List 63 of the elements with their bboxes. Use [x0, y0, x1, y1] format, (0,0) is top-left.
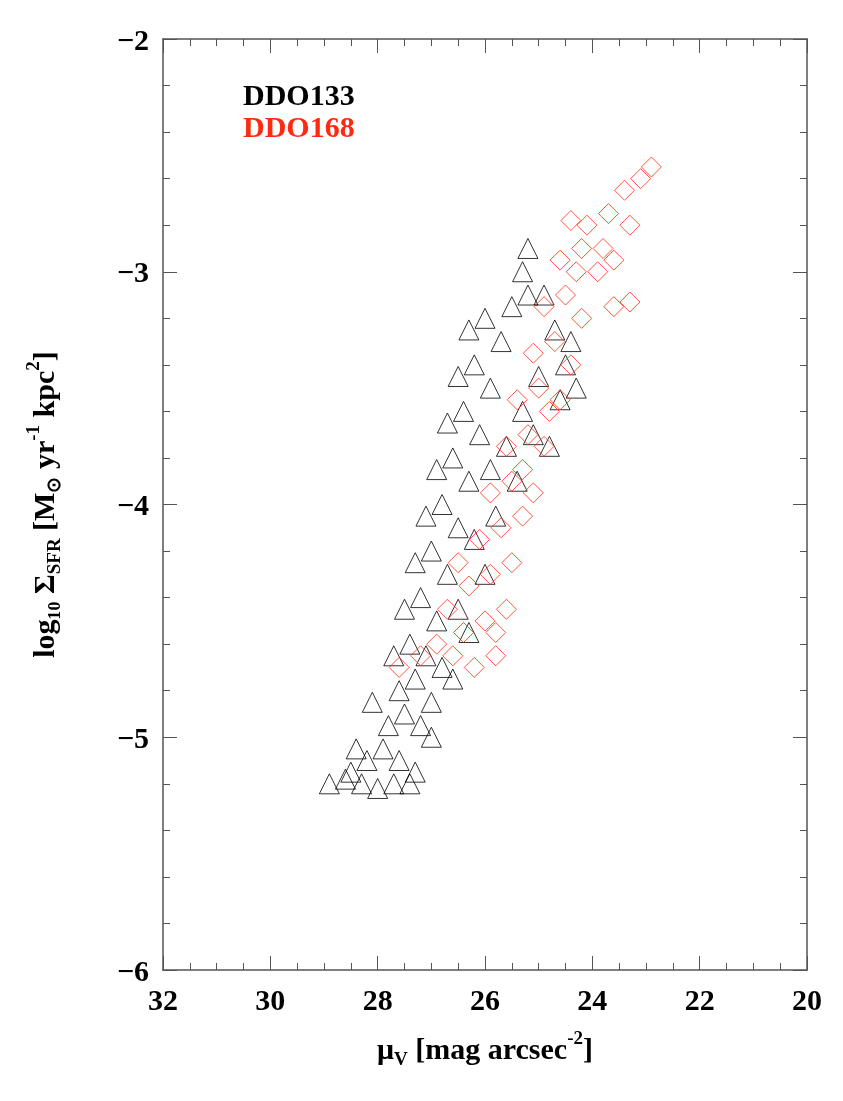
y-tick-label: −3 [116, 255, 149, 289]
point [506, 389, 528, 411]
point [560, 354, 582, 376]
point [603, 249, 625, 271]
point [501, 552, 523, 574]
point [528, 377, 550, 399]
point [463, 656, 485, 678]
point [630, 168, 652, 190]
y-tick-label: −2 [116, 22, 149, 56]
x-tick-label: 28 [362, 982, 393, 1016]
x-tick-label: 26 [470, 982, 500, 1016]
x-tick-label: 22 [684, 982, 715, 1016]
point [426, 633, 448, 655]
point [560, 210, 582, 232]
point [565, 261, 587, 283]
point [501, 470, 523, 492]
point [555, 284, 576, 306]
point [436, 598, 458, 620]
point [512, 459, 534, 481]
y-tick-label: −5 [116, 720, 149, 754]
point [592, 237, 614, 259]
point [479, 563, 501, 585]
point [533, 435, 555, 457]
point [576, 214, 598, 236]
point [517, 424, 539, 446]
point [549, 249, 571, 271]
point [474, 610, 496, 632]
point [619, 214, 641, 236]
point [597, 203, 619, 225]
y-tick-label: −6 [116, 953, 149, 987]
point [522, 342, 544, 364]
point [619, 291, 641, 313]
text: log₁₀ ΣSFR [M⊙ yr-1 kpc2] [22, 351, 64, 658]
point [469, 528, 491, 550]
point [410, 645, 432, 667]
x-tick-label: 30 [255, 982, 286, 1016]
text: DDO133 [243, 77, 355, 111]
point [453, 622, 475, 644]
y-tick-label: −4 [116, 488, 149, 521]
point [538, 400, 560, 422]
point [485, 645, 507, 667]
point [442, 645, 464, 667]
point [490, 517, 512, 539]
point [512, 505, 534, 527]
point [495, 598, 517, 620]
x-tick-label: 32 [148, 982, 178, 1016]
point [533, 296, 555, 318]
point [522, 482, 544, 504]
point [571, 307, 593, 329]
point [388, 656, 410, 678]
point [614, 179, 636, 201]
point [458, 575, 480, 597]
text: DDO168 [243, 109, 355, 143]
point [479, 482, 501, 504]
point [447, 552, 469, 574]
point [640, 156, 662, 178]
point [587, 261, 609, 283]
point [603, 296, 625, 318]
x-tick-label: 24 [577, 982, 608, 1016]
point [485, 622, 507, 644]
point [571, 237, 593, 259]
x-tick-label: 20 [792, 982, 822, 1016]
point [544, 331, 566, 353]
